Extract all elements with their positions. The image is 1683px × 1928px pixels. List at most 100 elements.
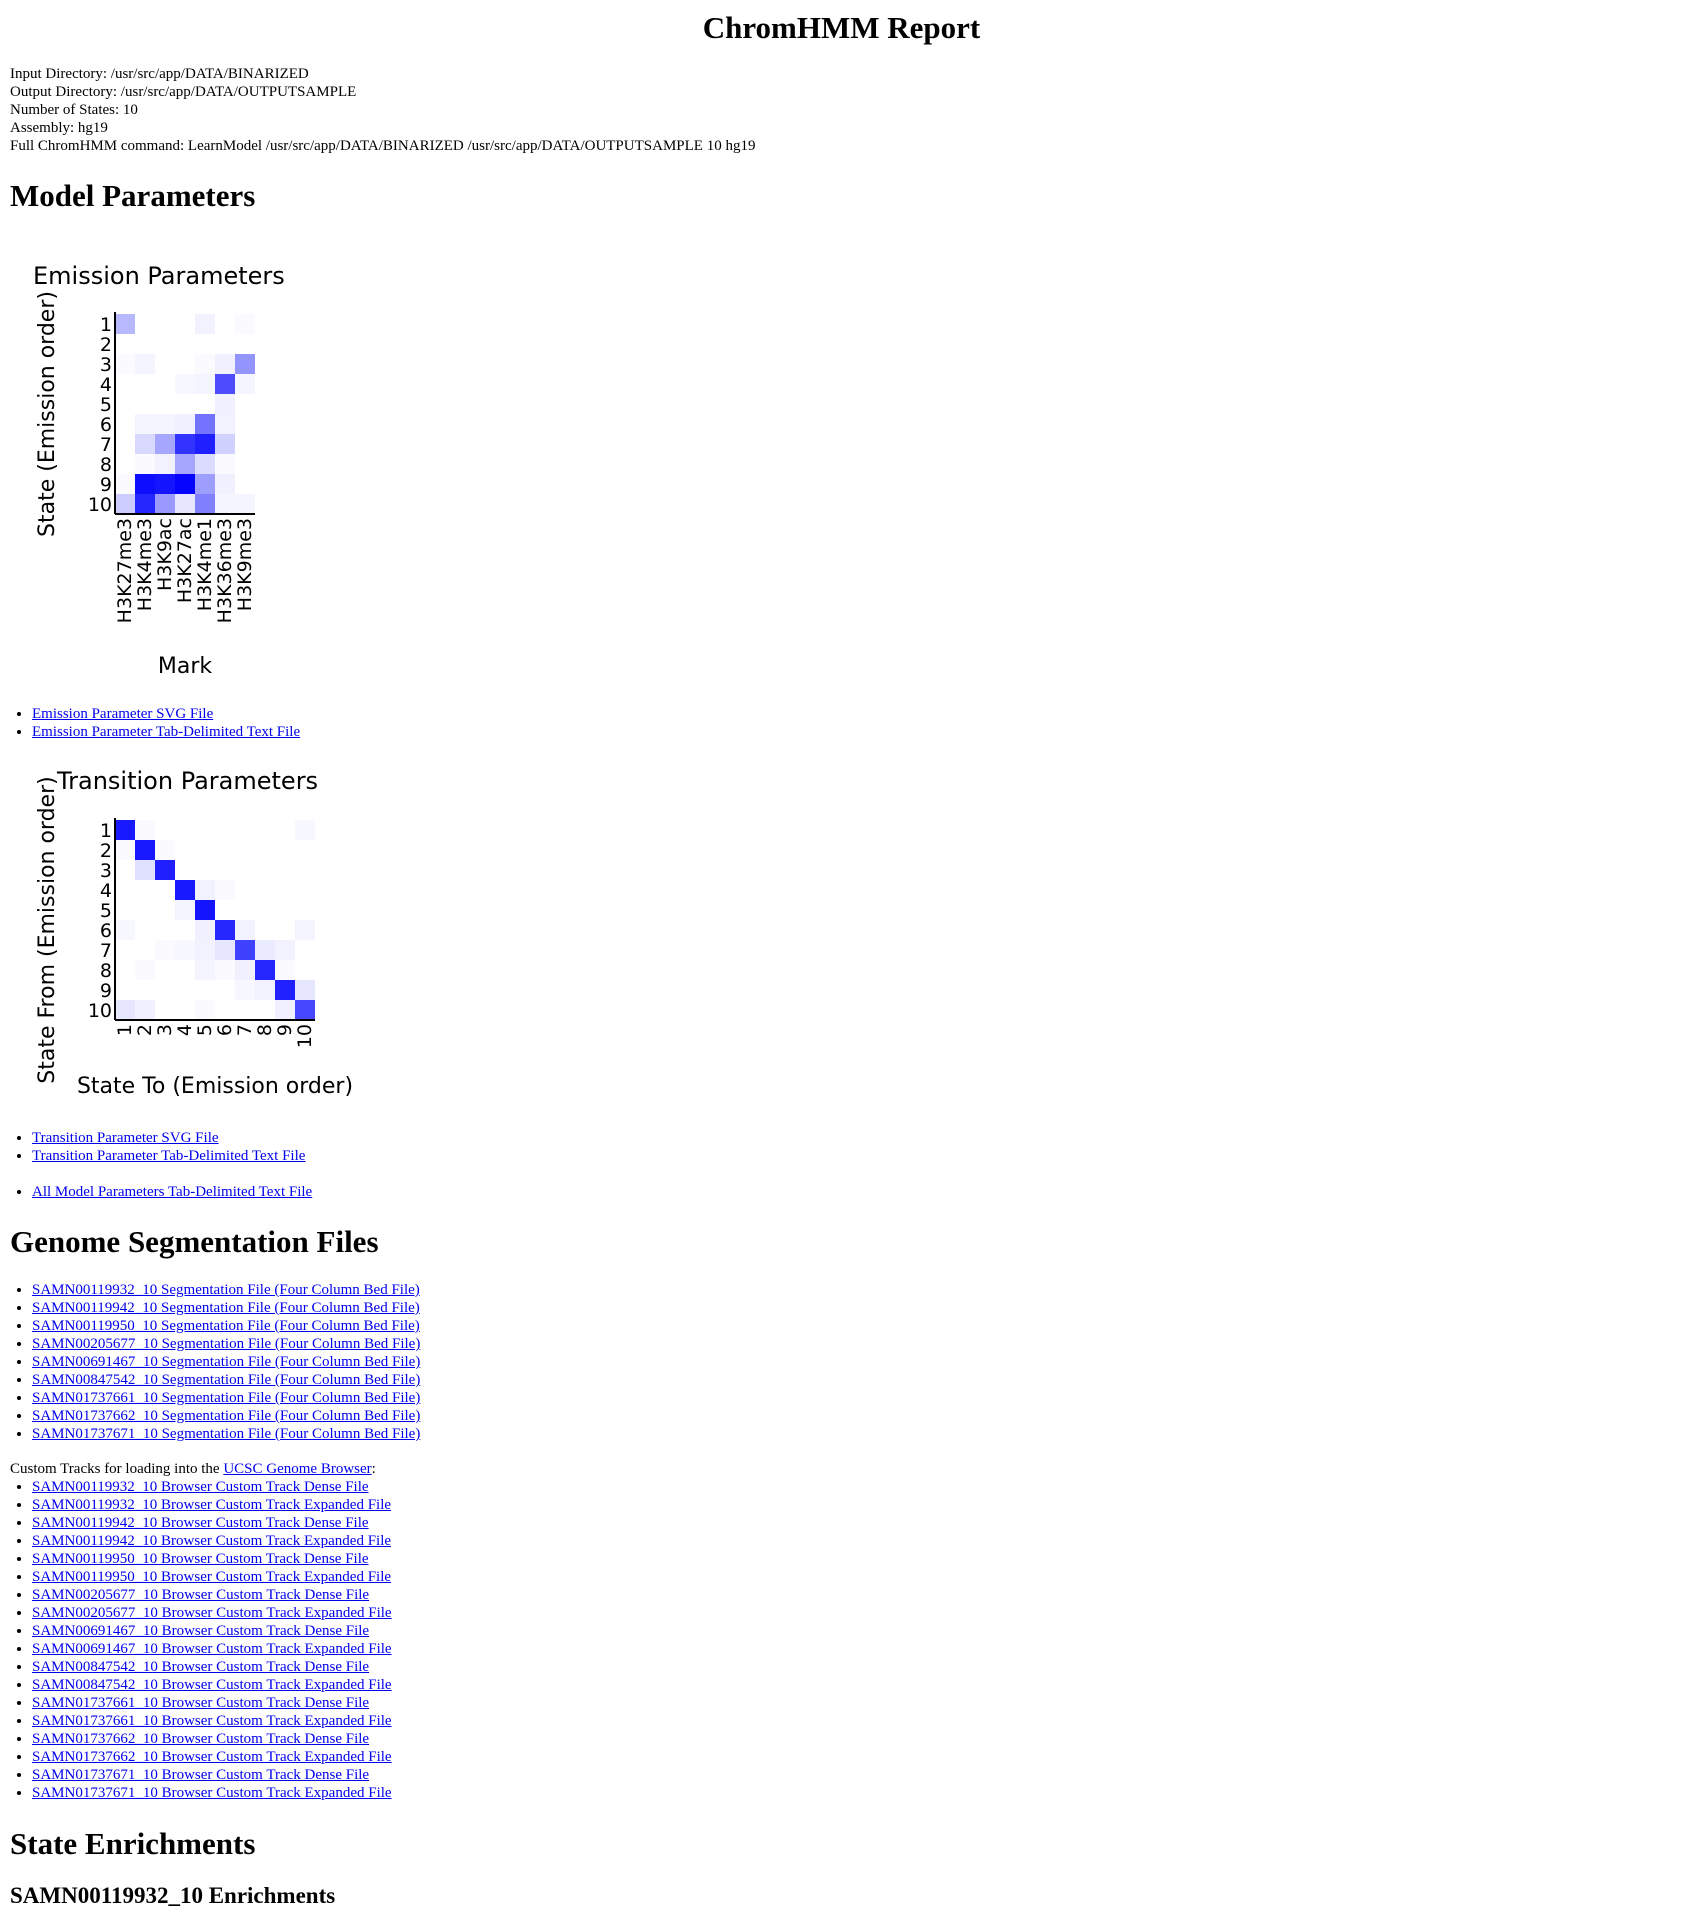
custom-track-item: SAMN01737661_10 Browser Custom Track Den… <box>32 1694 392 1712</box>
segmentation-file-item: SAMN00205677_10 Segmentation File (Four … <box>32 1335 420 1353</box>
all-params-link-item: All Model Parameters Tab-Delimited Text … <box>32 1183 312 1201</box>
heatmap-cell <box>135 474 155 494</box>
heatmap-cell <box>255 900 275 920</box>
custom-track-link[interactable]: SAMN00847542_10 Browser Custom Track Exp… <box>32 1677 392 1693</box>
segmentation-file-link[interactable]: SAMN01737661_10 Segmentation File (Four … <box>32 1390 421 1406</box>
segmentation-file-item: SAMN01737662_10 Segmentation File (Four … <box>32 1407 420 1425</box>
x-tick-label: H3K27ac <box>174 518 196 603</box>
custom-track-link[interactable]: SAMN01737671_10 Browser Custom Track Exp… <box>32 1785 392 1801</box>
heatmap-cell <box>195 314 215 334</box>
custom-track-link[interactable]: SAMN00847542_10 Browser Custom Track Den… <box>32 1659 370 1675</box>
custom-track-link[interactable]: SAMN00119932_10 Browser Custom Track Exp… <box>32 1497 392 1513</box>
segmentation-file-link[interactable]: SAMN00847542_10 Segmentation File (Four … <box>32 1372 421 1388</box>
custom-track-link[interactable]: SAMN00691467_10 Browser Custom Track Den… <box>32 1623 370 1639</box>
heatmap-cell <box>135 374 155 394</box>
heatmap-cell <box>255 960 275 980</box>
heatmap-cell <box>135 960 155 980</box>
transition-svg-link[interactable]: Transition Parameter SVG File <box>32 1130 219 1146</box>
segmentation-file-link[interactable]: SAMN00205677_10 Segmentation File (Four … <box>32 1336 421 1352</box>
heatmap-cell <box>175 374 195 394</box>
custom-track-links: SAMN00119932_10 Browser Custom Track Den… <box>10 1478 392 1802</box>
heatmap-cell <box>195 1000 215 1020</box>
full-command: Full ChromHMM command: LearnModel /usr/s… <box>10 138 756 154</box>
heatmap-cell <box>175 494 195 514</box>
emission-svg-link[interactable]: Emission Parameter SVG File <box>32 706 214 722</box>
heatmap-cell <box>235 334 255 354</box>
heatmap-cell <box>255 1000 275 1020</box>
custom-track-link[interactable]: SAMN00119942_10 Browser Custom Track Exp… <box>32 1533 392 1549</box>
heatmap-cell <box>175 880 195 900</box>
heatmap-cell <box>175 334 195 354</box>
x-tick-label: 1 <box>114 1024 136 1036</box>
x-tick-label: 8 <box>254 1024 276 1036</box>
custom-track-item: SAMN00119942_10 Browser Custom Track Exp… <box>32 1532 392 1550</box>
heatmap-cell <box>175 414 195 434</box>
y-tick-label: 2 <box>100 334 112 356</box>
heatmap-cell <box>215 960 235 980</box>
segmentation-file-link[interactable]: SAMN01737662_10 Segmentation File (Four … <box>32 1408 421 1424</box>
x-tick-label: 6 <box>214 1024 236 1036</box>
heatmap-cell <box>275 1000 295 1020</box>
heatmap-cell <box>195 880 215 900</box>
custom-track-link[interactable]: SAMN00119932_10 Browser Custom Track Den… <box>32 1479 369 1495</box>
custom-track-link[interactable]: SAMN01737671_10 Browser Custom Track Den… <box>32 1767 370 1783</box>
custom-track-link[interactable]: SAMN00691467_10 Browser Custom Track Exp… <box>32 1641 392 1657</box>
heatmap-cell <box>155 314 175 334</box>
y-tick-label: 3 <box>100 860 112 882</box>
heatmap-cell <box>235 820 255 840</box>
emission-text-link[interactable]: Emission Parameter Tab-Delimited Text Fi… <box>32 724 301 740</box>
heatmap-cell <box>195 940 215 960</box>
segmentation-file-link[interactable]: SAMN00691467_10 Segmentation File (Four … <box>32 1354 421 1370</box>
x-axis-label: Mark <box>158 654 213 679</box>
heatmap-cell <box>235 434 255 454</box>
transition-parameters-heatmap: Transition Parameters1234567891012345678… <box>35 767 353 1099</box>
heatmap-cell <box>195 374 215 394</box>
custom-track-link[interactable]: SAMN00119950_10 Browser Custom Track Den… <box>32 1551 369 1567</box>
heatmap-cell <box>175 394 195 414</box>
heatmap-cell <box>175 940 195 960</box>
heatmap-cell <box>195 394 215 414</box>
custom-track-link[interactable]: SAMN00205677_10 Browser Custom Track Den… <box>32 1587 370 1603</box>
heatmap-cell <box>255 880 275 900</box>
heatmap-cell <box>195 454 215 474</box>
heatmap-cell <box>275 900 295 920</box>
custom-track-link[interactable]: SAMN01737661_10 Browser Custom Track Exp… <box>32 1713 392 1729</box>
heatmap-cell <box>135 920 155 940</box>
y-tick-label: 9 <box>100 980 112 1002</box>
heatmap-cell <box>115 960 135 980</box>
custom-track-link[interactable]: SAMN01737662_10 Browser Custom Track Exp… <box>32 1749 392 1765</box>
heatmap-cell <box>175 900 195 920</box>
segmentation-file-link[interactable]: SAMN00119950_10 Segmentation File (Four … <box>32 1318 420 1334</box>
heatmap-cell <box>135 334 155 354</box>
heatmap-cell <box>295 940 315 960</box>
x-tick-label: 4 <box>174 1024 196 1036</box>
section-state-enrichments: State Enrichments <box>10 1826 256 1861</box>
segmentation-file-link[interactable]: SAMN01737671_10 Segmentation File (Four … <box>32 1426 421 1442</box>
transition-links: Transition Parameter SVG File Transition… <box>10 1129 305 1165</box>
segmentation-file-item: SAMN00119932_10 Segmentation File (Four … <box>32 1281 420 1299</box>
heatmap-cell <box>155 960 175 980</box>
x-axis-label: State To (Emission order) <box>77 1074 353 1099</box>
heatmap-cell <box>195 960 215 980</box>
custom-track-link[interactable]: SAMN01737662_10 Browser Custom Track Den… <box>32 1731 370 1747</box>
x-tick-label: 2 <box>134 1024 156 1036</box>
custom-tracks-intro: Custom Tracks for loading into the UCSC … <box>10 1460 376 1478</box>
heatmap-cell <box>295 1000 315 1020</box>
segmentation-file-item: SAMN00691467_10 Segmentation File (Four … <box>32 1353 420 1371</box>
segmentation-file-link[interactable]: SAMN00119932_10 Segmentation File (Four … <box>32 1282 420 1298</box>
segmentation-file-link[interactable]: SAMN00119942_10 Segmentation File (Four … <box>32 1300 420 1316</box>
y-tick-label: 7 <box>100 940 112 962</box>
heatmap-cell <box>275 920 295 940</box>
ucsc-genome-browser-link[interactable]: UCSC Genome Browser <box>223 1461 372 1477</box>
custom-track-link[interactable]: SAMN01737661_10 Browser Custom Track Den… <box>32 1695 370 1711</box>
y-tick-label: 4 <box>100 374 112 396</box>
transition-text-link[interactable]: Transition Parameter Tab-Delimited Text … <box>32 1148 306 1164</box>
custom-track-link[interactable]: SAMN00205677_10 Browser Custom Track Exp… <box>32 1605 392 1621</box>
custom-track-link[interactable]: SAMN00119942_10 Browser Custom Track Den… <box>32 1515 369 1531</box>
heatmap-cell <box>195 434 215 454</box>
heatmap-cell <box>155 434 175 454</box>
all-params-link[interactable]: All Model Parameters Tab-Delimited Text … <box>32 1184 313 1200</box>
custom-track-link[interactable]: SAMN00119950_10 Browser Custom Track Exp… <box>32 1569 392 1585</box>
heatmap-cell <box>215 940 235 960</box>
heatmap-cell <box>135 840 155 860</box>
